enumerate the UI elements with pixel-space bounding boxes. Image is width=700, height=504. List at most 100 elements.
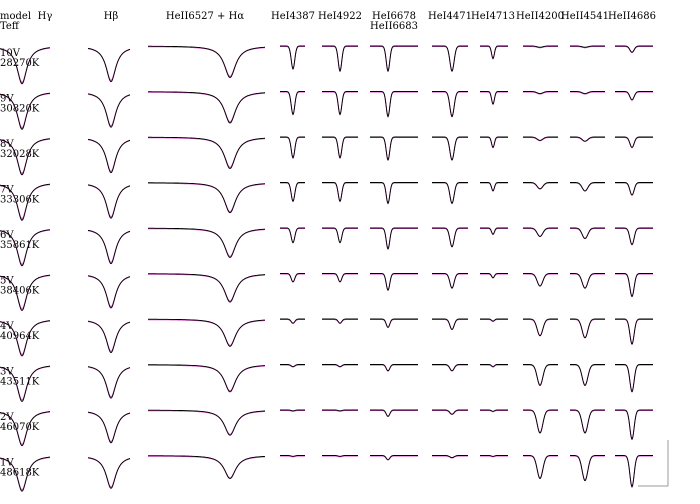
observed-profile	[570, 319, 605, 339]
observed-profile	[322, 228, 358, 244]
model-profile	[523, 91, 558, 95]
column-label: HeI4387	[271, 11, 315, 22]
model-profile	[280, 227, 305, 244]
model-profile	[570, 136, 605, 142]
model-profile	[432, 364, 468, 372]
model-profile	[480, 364, 508, 368]
observed-profile	[148, 410, 265, 435]
model-profile	[523, 45, 558, 48]
observed-profile	[615, 319, 653, 345]
row-teff: 46070K	[0, 422, 40, 433]
column-label: HeII4541	[561, 11, 609, 22]
model-profile	[0, 47, 50, 85]
row-name: 5V	[0, 276, 14, 287]
model-profile	[615, 318, 653, 345]
model-profile	[523, 455, 558, 480]
model-profile	[480, 318, 508, 322]
observed-profile	[523, 182, 558, 190]
observed-profile	[280, 410, 305, 412]
column-label: HeI6678	[372, 11, 416, 22]
observed-profile	[322, 91, 358, 115]
observed-profile	[370, 137, 418, 161]
scale-box	[638, 440, 669, 487]
model-profile	[370, 364, 418, 372]
column-label: HeII6683	[370, 21, 418, 32]
observed-profile	[370, 46, 418, 72]
column-label: HeI4922	[318, 11, 362, 22]
column-label: Hβ	[104, 11, 119, 22]
observed-profile	[87, 184, 131, 218]
observed-profile	[148, 91, 265, 123]
observed-profile	[370, 455, 418, 461]
model-profile	[87, 320, 131, 354]
row-name: 4V	[0, 321, 14, 332]
model-profile	[432, 136, 468, 161]
observed-profile	[322, 410, 358, 412]
model-profile	[370, 45, 418, 73]
model-profile	[480, 227, 508, 235]
observed-profile	[148, 137, 265, 168]
observed-profile	[523, 228, 558, 238]
observed-profile	[370, 364, 418, 372]
row-teff: 43511K	[0, 377, 40, 388]
row-teff: 32028K	[0, 149, 40, 160]
observed-profile	[87, 412, 131, 443]
row-teff: 40964K	[0, 331, 40, 342]
row-name: 6V	[0, 230, 14, 241]
observed-profile	[523, 455, 558, 479]
observed-profile	[87, 93, 131, 127]
model-profile	[280, 136, 305, 159]
observed-profile	[280, 228, 305, 244]
model-profile	[523, 364, 558, 387]
observed-profile	[615, 455, 653, 487]
model-profile	[615, 455, 653, 488]
model-profile	[148, 182, 265, 214]
model-profile	[0, 229, 50, 267]
model-profile	[322, 318, 358, 324]
model-profile	[148, 45, 265, 78]
column-label: HeII4200	[516, 11, 564, 22]
column-label: HeI4471	[428, 11, 472, 22]
model-profile	[615, 182, 653, 196]
observed-profile	[280, 91, 305, 115]
model-profile	[87, 275, 131, 309]
model-profile	[370, 318, 418, 328]
observed-profile	[432, 91, 468, 117]
model-profile	[148, 91, 265, 124]
model-profile	[480, 455, 508, 457]
model-profile	[322, 227, 358, 244]
column-label: HeII6527 + Hα	[166, 11, 244, 22]
observed-profile	[148, 182, 265, 213]
model-profile	[322, 409, 358, 412]
model-profile	[0, 320, 51, 357]
observed-profile	[87, 48, 131, 81]
model-profile	[570, 409, 605, 434]
model-profile	[148, 455, 265, 480]
model-profile	[615, 364, 653, 393]
column-label: Hγ	[38, 11, 53, 22]
model-profile	[480, 409, 508, 412]
model-profile	[570, 227, 605, 239]
model-profile	[432, 182, 468, 205]
model-profile	[87, 184, 131, 219]
header-model: model	[0, 11, 31, 22]
model-profile	[280, 364, 305, 368]
observed-profile	[523, 273, 558, 287]
model-profile	[280, 273, 305, 283]
observed-profile	[148, 273, 266, 302]
observed-profile	[322, 137, 358, 159]
model-profile	[87, 411, 131, 444]
model-profile	[615, 273, 653, 298]
model-profile	[432, 318, 468, 331]
row-name: 1V	[0, 458, 14, 469]
model-profile	[370, 227, 418, 250]
model-profile	[480, 91, 508, 105]
model-profile	[570, 273, 605, 289]
observed-profile	[280, 182, 305, 202]
model-profile	[87, 457, 131, 489]
model-profile	[322, 364, 358, 368]
model-profile	[523, 136, 558, 141]
observed-profile	[87, 366, 131, 398]
observed-profile	[87, 321, 131, 352]
model-profile	[615, 136, 653, 149]
